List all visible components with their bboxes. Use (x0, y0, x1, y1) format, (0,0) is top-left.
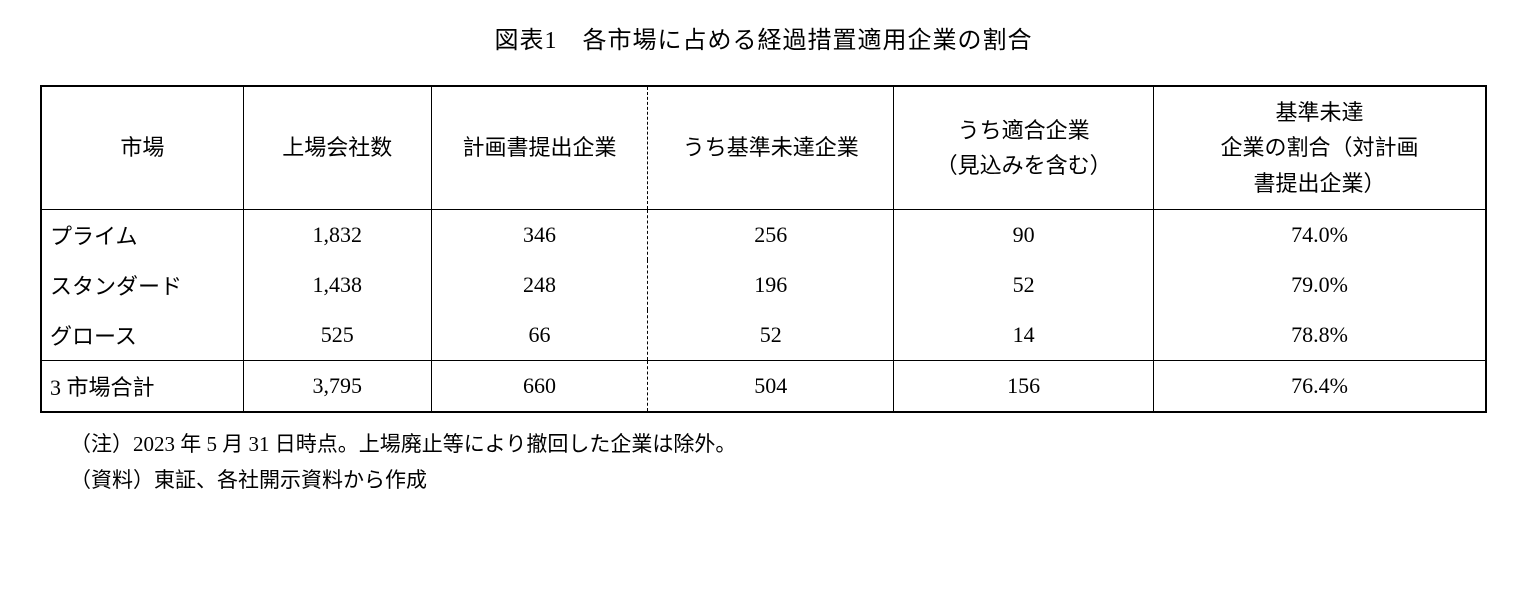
table-row: スタンダード 1,438 248 196 52 79.0% (41, 260, 1486, 310)
market-table: 市場 上場会社数 計画書提出企業 うち基準未達企業 うち適合企業（見込みを含む）… (40, 85, 1487, 413)
cell-under: 504 (648, 361, 894, 413)
col-ratio: 基準未達企業の割合（対計画書提出企業） (1154, 86, 1486, 210)
cell-ratio: 78.8% (1154, 310, 1486, 361)
cell-under: 256 (648, 210, 894, 261)
col-plan: 計画書提出企業 (431, 86, 648, 210)
cell-market: プライム (41, 210, 243, 261)
cell-plan: 660 (431, 361, 648, 413)
cell-listed: 3,795 (243, 361, 431, 413)
cell-listed: 525 (243, 310, 431, 361)
cell-under: 196 (648, 260, 894, 310)
cell-plan: 248 (431, 260, 648, 310)
figure-title: 図表1 各市場に占める経過措置適用企業の割合 (40, 20, 1487, 55)
cell-ratio: 74.0% (1154, 210, 1486, 261)
cell-market: グロース (41, 310, 243, 361)
note-line: （注）2023 年 5 月 31 日時点。上場廃止等により撤回した企業は除外。 (70, 427, 1487, 463)
col-under: うち基準未達企業 (648, 86, 894, 210)
cell-ratio: 79.0% (1154, 260, 1486, 310)
cell-plan: 346 (431, 210, 648, 261)
cell-listed: 1,832 (243, 210, 431, 261)
cell-ratio: 76.4% (1154, 361, 1486, 413)
note-line: （資料）東証、各社開示資料から作成 (70, 463, 1487, 499)
notes-block: （注）2023 年 5 月 31 日時点。上場廃止等により撤回した企業は除外。 … (40, 427, 1487, 498)
cell-conform: 156 (894, 361, 1154, 413)
cell-conform: 90 (894, 210, 1154, 261)
cell-market: 3 市場合計 (41, 361, 243, 413)
col-conform: うち適合企業（見込みを含む） (894, 86, 1154, 210)
table-row: グロース 525 66 52 14 78.8% (41, 310, 1486, 361)
cell-conform: 52 (894, 260, 1154, 310)
header-row: 市場 上場会社数 計画書提出企業 うち基準未達企業 うち適合企業（見込みを含む）… (41, 86, 1486, 210)
cell-under: 52 (648, 310, 894, 361)
total-row: 3 市場合計 3,795 660 504 156 76.4% (41, 361, 1486, 413)
col-market: 市場 (41, 86, 243, 210)
cell-conform: 14 (894, 310, 1154, 361)
cell-plan: 66 (431, 310, 648, 361)
table-row: プライム 1,832 346 256 90 74.0% (41, 210, 1486, 261)
cell-market: スタンダード (41, 260, 243, 310)
cell-listed: 1,438 (243, 260, 431, 310)
col-listed: 上場会社数 (243, 86, 431, 210)
